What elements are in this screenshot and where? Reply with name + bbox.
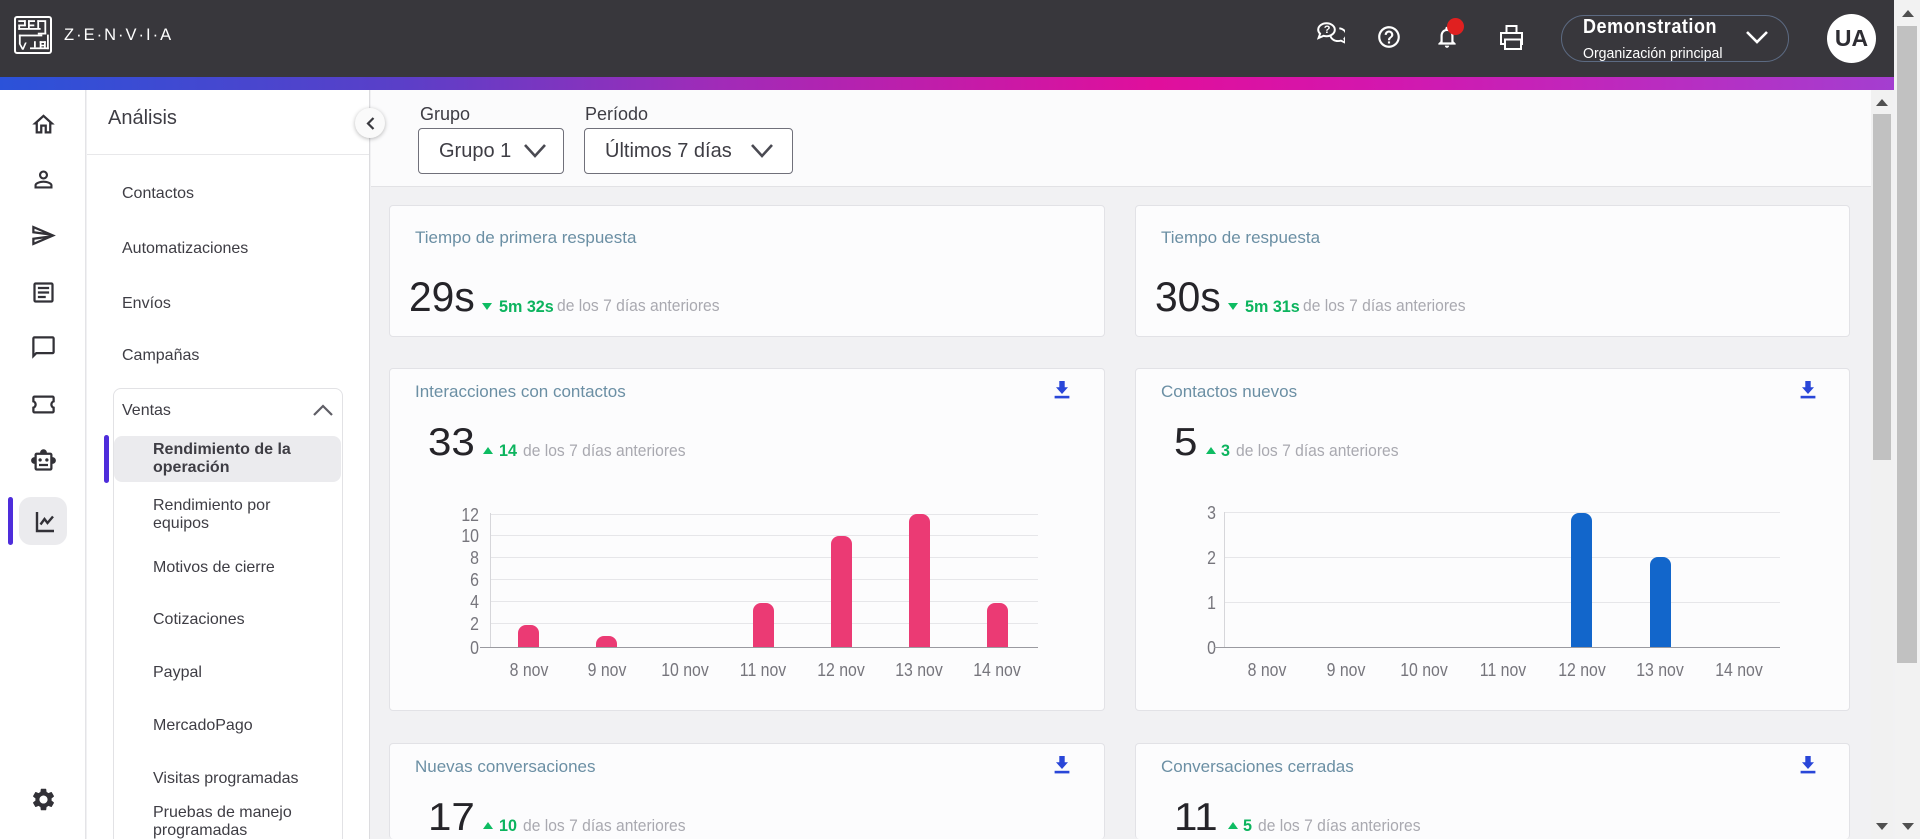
svg-text:?: ?: [1324, 24, 1331, 36]
